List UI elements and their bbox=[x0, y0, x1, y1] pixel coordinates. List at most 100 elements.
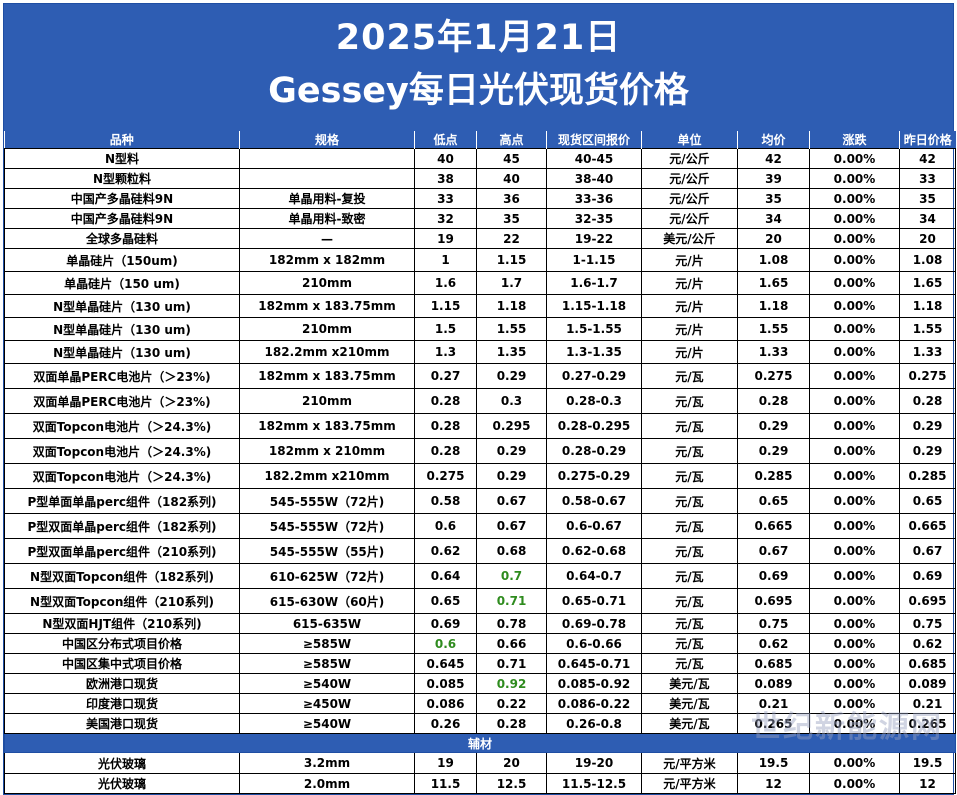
cell-avg: 0.089 bbox=[738, 674, 810, 694]
cell-unit: 美元/瓦 bbox=[642, 694, 738, 714]
price-sheet: 2025年1月21日 Gessey每日光伏现货价格 品种规格低点高点现货区间报价… bbox=[3, 3, 954, 795]
cell-unit: 元/片 bbox=[642, 272, 738, 295]
cell-prev: 0.089 bbox=[900, 674, 956, 694]
cell-avg: 35 bbox=[738, 189, 810, 209]
cell-prev: 0.265 bbox=[900, 714, 956, 734]
cell-range: 40-45 bbox=[547, 149, 642, 169]
cell-range: 1.15-1.18 bbox=[547, 295, 642, 318]
cell-unit: 元/瓦 bbox=[642, 634, 738, 654]
cell-avg: 0.275 bbox=[738, 364, 810, 389]
cell-prev: 0.665 bbox=[900, 514, 956, 539]
cell-unit: 元/公斤 bbox=[642, 149, 738, 169]
cell-unit: 美元/公斤 bbox=[642, 229, 738, 249]
cell-product: N型双面Topcon组件（210系列) bbox=[5, 589, 240, 614]
column-header-range: 现货区间报价 bbox=[547, 131, 642, 149]
cell-high: 0.295 bbox=[477, 414, 547, 439]
cell-high: 0.67 bbox=[477, 489, 547, 514]
cell-prev: 0.29 bbox=[900, 439, 956, 464]
cell-low: 1 bbox=[415, 249, 477, 272]
cell-spec: 3.2mm bbox=[240, 753, 415, 774]
cell-range: 0.6-0.66 bbox=[547, 634, 642, 654]
cell-change: 0.00% bbox=[810, 564, 900, 589]
cell-prev: 0.28 bbox=[900, 389, 956, 414]
cell-prev: 0.275 bbox=[900, 364, 956, 389]
cell-spec: 545-555W（72片) bbox=[240, 514, 415, 539]
cell-unit: 元/片 bbox=[642, 295, 738, 318]
cell-high: 1.7 bbox=[477, 272, 547, 295]
cell-unit: 元/瓦 bbox=[642, 564, 738, 589]
cell-low: 19 bbox=[415, 229, 477, 249]
cell-avg: 0.69 bbox=[738, 564, 810, 589]
cell-prev: 0.69 bbox=[900, 564, 956, 589]
cell-unit: 元/片 bbox=[642, 249, 738, 272]
cell-low: 0.28 bbox=[415, 414, 477, 439]
cell-range: 0.26-0.8 bbox=[547, 714, 642, 734]
cell-avg: 0.21 bbox=[738, 694, 810, 714]
cell-range: 0.28-0.3 bbox=[547, 389, 642, 414]
cell-product: 双面Topcon电池片（＞24.3%) bbox=[5, 439, 240, 464]
cell-prev: 0.62 bbox=[900, 634, 956, 654]
cell-range: 1.6-1.7 bbox=[547, 272, 642, 295]
cell-low: 33 bbox=[415, 189, 477, 209]
cell-high: 1.18 bbox=[477, 295, 547, 318]
cell-high: 1.55 bbox=[477, 318, 547, 341]
cell-prev: 1.65 bbox=[900, 272, 956, 295]
cell-unit: 元/瓦 bbox=[642, 654, 738, 674]
cell-unit: 元/片 bbox=[642, 318, 738, 341]
cell-low: 0.6 bbox=[415, 634, 477, 654]
cell-range: 0.645-0.71 bbox=[547, 654, 642, 674]
cell-prev: 1.55 bbox=[900, 318, 956, 341]
cell-product: P型双面单晶perc组件（210系列) bbox=[5, 539, 240, 564]
report-date: 2025年1月21日 bbox=[4, 12, 953, 64]
cell-prev: 42 bbox=[900, 149, 956, 169]
cell-avg: 0.665 bbox=[738, 514, 810, 539]
cell-spec: ≥540W bbox=[240, 674, 415, 694]
cell-high: 0.29 bbox=[477, 439, 547, 464]
cell-spec: 182mm x 182mm bbox=[240, 249, 415, 272]
cell-change: 0.00% bbox=[810, 674, 900, 694]
cell-avg: 0.29 bbox=[738, 439, 810, 464]
cell-low: 0.62 bbox=[415, 539, 477, 564]
cell-change: 0.00% bbox=[810, 514, 900, 539]
cell-unit: 元/片 bbox=[642, 341, 738, 364]
cell-unit: 美元/瓦 bbox=[642, 714, 738, 734]
cell-spec: 210mm bbox=[240, 318, 415, 341]
cell-avg: 0.28 bbox=[738, 389, 810, 414]
cell-change: 0.00% bbox=[810, 209, 900, 229]
cell-high: 0.29 bbox=[477, 464, 547, 489]
cell-high: 0.66 bbox=[477, 634, 547, 654]
cell-avg: 0.75 bbox=[738, 614, 810, 634]
cell-range: 38-40 bbox=[547, 169, 642, 189]
cell-prev: 0.67 bbox=[900, 539, 956, 564]
cell-unit: 元/瓦 bbox=[642, 539, 738, 564]
cell-avg: 39 bbox=[738, 169, 810, 189]
cell-spec: 182.2mm x210mm bbox=[240, 464, 415, 489]
cell-spec: 210mm bbox=[240, 389, 415, 414]
report-title: Gessey每日光伏现货价格 bbox=[4, 64, 953, 119]
cell-product: 印度港口现货 bbox=[5, 694, 240, 714]
cell-avg: 42 bbox=[738, 149, 810, 169]
cell-prev: 35 bbox=[900, 189, 956, 209]
cell-high: 22 bbox=[477, 229, 547, 249]
cell-product: 美国港口现货 bbox=[5, 714, 240, 734]
cell-range: 0.65-0.71 bbox=[547, 589, 642, 614]
cell-product: 光伏玻璃 bbox=[5, 753, 240, 774]
cell-range: 19-22 bbox=[547, 229, 642, 249]
cell-product: 中国区集中式项目价格 bbox=[5, 654, 240, 674]
cell-low: 19 bbox=[415, 753, 477, 774]
cell-spec: — bbox=[240, 229, 415, 249]
cell-product: P型单面单晶perc组件（182系列) bbox=[5, 489, 240, 514]
column-header-high: 高点 bbox=[477, 131, 547, 149]
cell-spec: 182.2mm x210mm bbox=[240, 341, 415, 364]
cell-change: 0.00% bbox=[810, 634, 900, 654]
